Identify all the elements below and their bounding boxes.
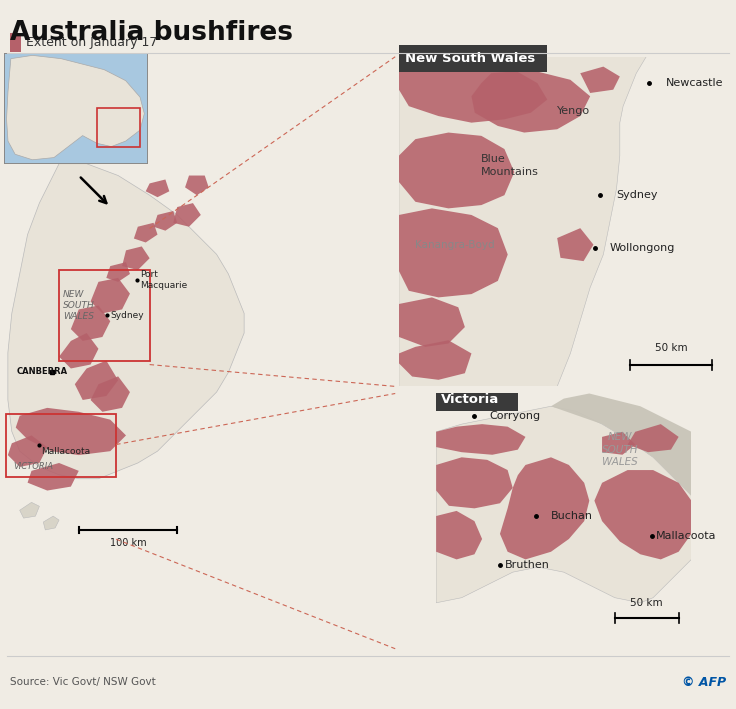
Polygon shape [399,57,646,386]
Polygon shape [399,133,514,208]
Polygon shape [551,393,691,496]
Polygon shape [8,164,244,479]
Polygon shape [27,463,79,491]
Text: Bruthen: Bruthen [505,559,550,569]
Text: Newcastle: Newcastle [666,78,723,88]
Polygon shape [122,247,149,270]
Polygon shape [8,435,47,467]
Text: New South Wales: New South Wales [405,52,535,65]
Polygon shape [436,457,513,508]
Text: VICTORIA: VICTORIA [14,462,54,471]
Text: Mallacoota: Mallacoota [656,532,716,542]
Text: CANBERRA: CANBERRA [16,367,68,376]
Bar [10,33,21,52]
Polygon shape [91,376,130,412]
Polygon shape [399,340,472,380]
Text: Source: Vic Govt/ NSW Govt: Source: Vic Govt/ NSW Govt [10,677,155,687]
Bar [59,270,149,361]
Polygon shape [580,67,620,93]
Text: © AFP: © AFP [682,676,726,688]
Polygon shape [472,70,590,133]
Polygon shape [134,223,158,242]
Polygon shape [399,208,508,297]
Polygon shape [436,406,691,603]
Polygon shape [436,511,482,559]
Polygon shape [106,262,130,282]
Text: Australia bushfires: Australia bushfires [10,20,293,46]
Polygon shape [75,361,118,400]
Text: Blue
Mountains: Blue Mountains [481,155,539,177]
Text: NEW
SOUTH
WALES: NEW SOUTH WALES [601,432,638,467]
Bar [97,108,140,147]
Text: Sydney: Sydney [617,190,658,200]
Text: Victoria: Victoria [441,393,499,406]
Text: Wollongong: Wollongong [610,243,676,253]
Text: 100 km: 100 km [110,538,146,548]
Polygon shape [91,278,130,313]
Text: Buchan: Buchan [551,511,593,521]
Polygon shape [146,179,169,197]
Text: 50 km: 50 km [631,598,663,608]
Polygon shape [628,424,679,452]
Polygon shape [59,333,99,369]
Polygon shape [595,470,691,559]
Polygon shape [436,424,526,454]
Polygon shape [71,306,110,341]
Polygon shape [399,297,465,347]
Polygon shape [154,211,177,230]
Text: 50 km: 50 km [654,343,687,353]
Text: Mallacoota: Mallacoota [41,447,91,456]
Bar [436,389,518,411]
Text: Sydney: Sydney [110,311,144,320]
Text: Extent on January 17: Extent on January 17 [26,36,158,49]
Bar [399,45,548,72]
Polygon shape [43,516,59,530]
Polygon shape [500,457,590,559]
Polygon shape [15,408,126,455]
Polygon shape [557,228,593,261]
Polygon shape [399,57,548,123]
Polygon shape [20,503,40,518]
Text: NEW
SOUTH
WALES: NEW SOUTH WALES [63,290,95,321]
Text: Yengo: Yengo [557,106,590,116]
Polygon shape [602,432,635,454]
Bar [6,414,116,476]
Polygon shape [7,55,144,160]
Polygon shape [173,203,201,227]
Polygon shape [185,176,209,195]
Text: Kanangra-Boyd: Kanangra-Boyd [415,240,495,250]
Text: Port
Macquarie: Port Macquarie [140,270,187,290]
Text: Corryong: Corryong [489,411,541,421]
